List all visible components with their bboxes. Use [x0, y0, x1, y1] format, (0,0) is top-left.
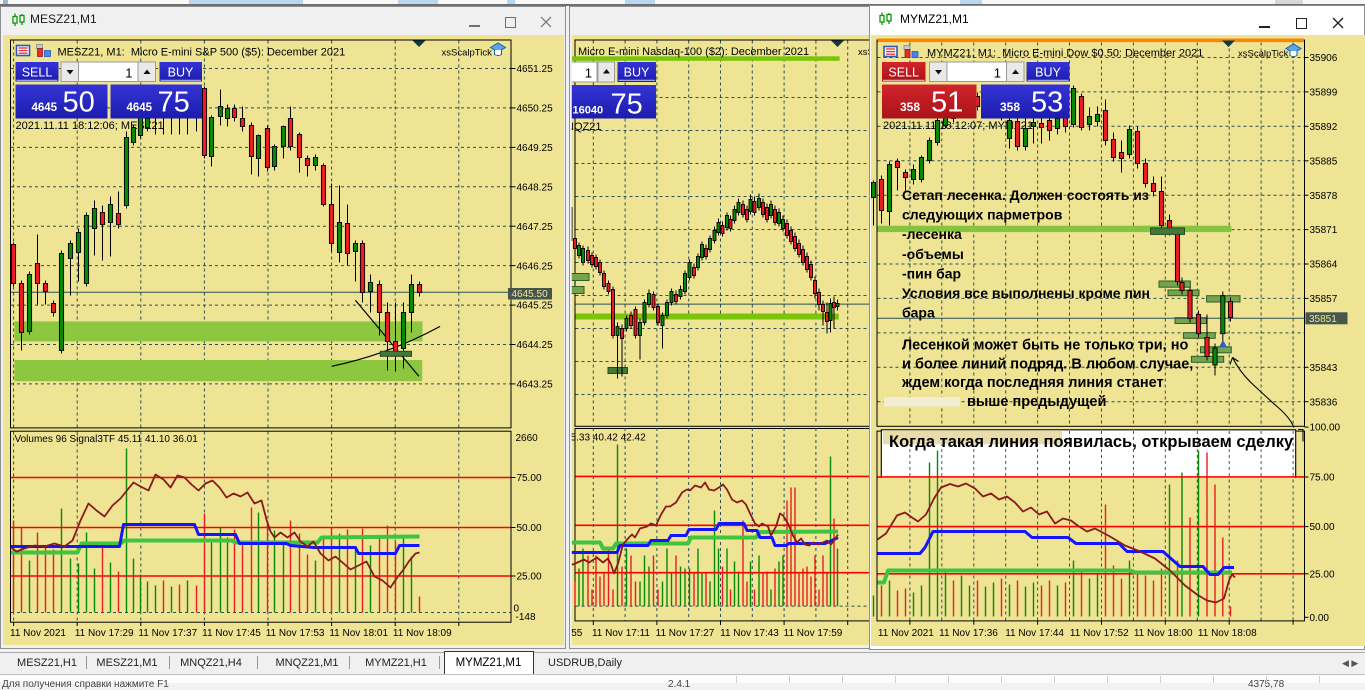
svg-text:25.00: 25.00 — [516, 571, 541, 582]
svg-text:4645: 4645 — [126, 102, 152, 114]
svg-text:11 Nov 17:27: 11 Nov 17:27 — [656, 628, 715, 639]
svg-text:75.00: 75.00 — [1310, 472, 1335, 483]
svg-text:SELL: SELL — [888, 65, 919, 79]
svg-text:50.00: 50.00 — [516, 523, 541, 534]
svg-text:0.00: 0.00 — [1310, 612, 1330, 623]
svg-text:2021.11.11 18:12:07; MYMZ21: 2021.11.11 18:12:07; MYMZ21 — [883, 120, 1033, 132]
svg-text:BUY: BUY — [167, 65, 193, 79]
svg-text:следующих парметров: следующих парметров — [902, 206, 1063, 222]
svg-text:и более линий подряд. В любом: и более линий подряд. В любом случае, — [902, 356, 1193, 372]
svg-text:1: 1 — [585, 65, 592, 80]
svg-text:4648.25: 4648.25 — [516, 182, 553, 193]
svg-text:35878: 35878 — [1310, 190, 1338, 201]
svg-text:2021.11.11 18:12:06; MESZ21: 2021.11.11 18:12:06; MESZ21 — [15, 120, 163, 132]
svg-text:11 Nov 17:59: 11 Nov 17:59 — [784, 628, 843, 639]
svg-text:11 Nov 18:01: 11 Nov 18:01 — [329, 628, 388, 639]
svg-text:11 Nov 17:36: 11 Nov 17:36 — [939, 628, 998, 639]
svg-text:100.00: 100.00 — [1310, 422, 1341, 433]
svg-text:35892: 35892 — [1310, 121, 1338, 132]
svg-text:4643.25: 4643.25 — [516, 379, 553, 390]
svg-text:35836: 35836 — [1310, 397, 1338, 408]
svg-text:Сетап лесенка. Должен состоять: Сетап лесенка. Должен состоять из — [902, 187, 1149, 203]
svg-text:11 Nov 17:52: 11 Nov 17:52 — [1070, 628, 1129, 639]
svg-text:Лесенкой может быть не только: Лесенкой может быть не только три, но — [902, 337, 1188, 353]
svg-text:358: 358 — [900, 100, 920, 114]
svg-text:11 Nov 18:00: 11 Nov 18:00 — [1134, 628, 1193, 639]
svg-text:11 Nov 18:08: 11 Nov 18:08 — [1198, 628, 1257, 639]
svg-text:4647.25: 4647.25 — [516, 221, 553, 232]
svg-text:xsScalpTick: xsScalpTick — [441, 47, 492, 58]
svg-text:11 Nov 18:09: 11 Nov 18:09 — [392, 628, 451, 639]
svg-text:4650.25: 4650.25 — [516, 103, 553, 114]
svg-text:11 Nov 17:11: 11 Nov 17:11 — [592, 628, 650, 639]
svg-text:4645: 4645 — [31, 102, 57, 114]
svg-text:-148: -148 — [515, 612, 535, 623]
svg-text:75: 75 — [157, 86, 189, 118]
svg-text:45.33 40.42 42.42: 45.33 40.42 42.42 — [565, 432, 646, 443]
svg-text:4649.25: 4649.25 — [516, 143, 553, 154]
svg-text:25.00: 25.00 — [1310, 569, 1335, 580]
svg-text:11 Nov 2021: 11 Nov 2021 — [878, 628, 934, 639]
svg-text:50.00: 50.00 — [1310, 522, 1335, 533]
svg-text:75.00: 75.00 — [516, 473, 541, 484]
svg-text:MESZ21, M1: Micro E-mini S&P: MESZ21, M1: Micro E-mini S&P 500 ($5): D… — [57, 46, 345, 58]
svg-text:358: 358 — [1000, 100, 1020, 114]
svg-text:Когда такая линия появилась, о: Когда такая линия появилась, открываем с… — [889, 433, 1294, 451]
svg-text:35885: 35885 — [1310, 156, 1338, 167]
svg-text:11 Nov 17:44: 11 Nov 17:44 — [1005, 628, 1064, 639]
svg-text:бара: бара — [902, 304, 935, 320]
svg-text:-пин бар: -пин бар — [902, 265, 961, 281]
svg-text:Volumes 96 Signal3TF 45.11 41.: Volumes 96 Signal3TF 45.11 41.10 36.01 — [14, 434, 198, 445]
svg-text:35843: 35843 — [1310, 362, 1338, 373]
svg-text:16040: 16040 — [573, 104, 604, 116]
svg-text:Условия все выполнены кроме пи: Условия все выполнены кроме пин — [902, 285, 1150, 301]
svg-text:11 Nov 17:45: 11 Nov 17:45 — [202, 628, 261, 639]
svg-text:BUY: BUY — [624, 65, 650, 79]
svg-text:11 Nov 17:29: 11 Nov 17:29 — [74, 628, 133, 639]
svg-text:BUY: BUY — [1035, 65, 1061, 79]
svg-text:4644.25: 4644.25 — [516, 340, 553, 351]
svg-text:51: 51 — [931, 86, 963, 118]
svg-text:35899: 35899 — [1310, 87, 1338, 98]
svg-text:11 Nov 17:37: 11 Nov 17:37 — [138, 628, 197, 639]
svg-text:4645.25: 4645.25 — [516, 300, 553, 311]
svg-text:1: 1 — [125, 65, 132, 80]
svg-text:4646.25: 4646.25 — [516, 261, 553, 272]
svg-text:75: 75 — [611, 88, 643, 120]
svg-text:35871: 35871 — [1310, 225, 1338, 236]
svg-text:2021.11.11 18:12:07; MNQZ21: 2021.11.11 18:12:07; MNQZ21 — [556, 121, 602, 133]
svg-text:4651.25: 4651.25 — [516, 64, 553, 75]
svg-text:SELL: SELL — [21, 65, 52, 79]
svg-text:выше предыдущей: выше предыдущей — [967, 394, 1106, 410]
svg-text:11 Nov 17:53: 11 Nov 17:53 — [265, 628, 324, 639]
svg-text:-лесенка: -лесенка — [902, 226, 962, 242]
svg-text:MYMZ21, M1: Micro E-mini Dow: MYMZ21, M1: Micro E-mini Dow $0.50: Dece… — [927, 47, 1203, 59]
svg-text:35906: 35906 — [1310, 53, 1338, 64]
svg-text:4645.50: 4645.50 — [511, 289, 548, 300]
svg-text:0: 0 — [513, 603, 519, 614]
svg-text:1: 1 — [994, 65, 1001, 80]
svg-text:2660: 2660 — [515, 433, 538, 444]
svg-text:Micro E-mini Nasdaq-100 ($2):: Micro E-mini Nasdaq-100 ($2): December 2… — [578, 46, 809, 58]
svg-text:35864: 35864 — [1310, 259, 1338, 270]
svg-text:ждем когда последняя линия ста: ждем когда последняя линия станет — [901, 375, 1164, 391]
svg-text:11 Nov 16:55: 11 Nov 16:55 — [556, 628, 583, 639]
svg-text:35857: 35857 — [1310, 294, 1338, 305]
svg-text:11 Nov 2021: 11 Nov 2021 — [10, 628, 66, 639]
svg-text:-объемы: -объемы — [902, 245, 964, 261]
svg-text:xsScalpTick: xsScalpTick — [1238, 48, 1289, 59]
svg-text:50: 50 — [62, 86, 94, 118]
svg-text:53: 53 — [1031, 86, 1063, 118]
svg-text:35851: 35851 — [1309, 313, 1337, 324]
svg-text:11 Nov 17:43: 11 Nov 17:43 — [720, 628, 779, 639]
